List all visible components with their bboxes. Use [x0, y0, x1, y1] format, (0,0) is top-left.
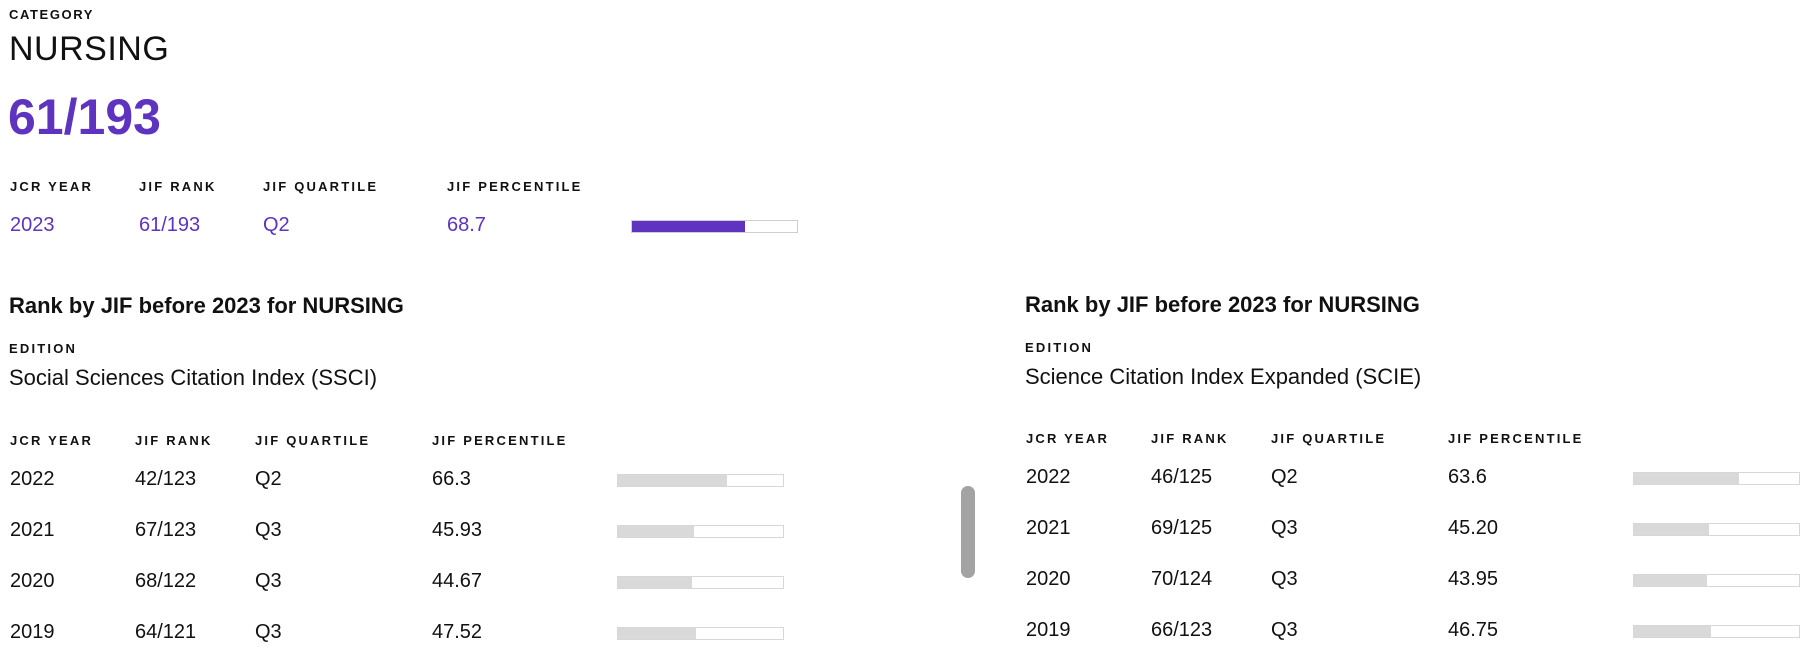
- scie-header-jcr-year: JCR YEAR: [1026, 431, 1110, 446]
- row-year: 2021: [10, 519, 55, 541]
- row-year: 2020: [10, 570, 55, 592]
- percentile-bar-fill: [618, 475, 728, 486]
- row-quartile: Q3: [255, 519, 282, 541]
- row-rank: 64/121: [135, 621, 197, 643]
- ssci-edition-name: Social Sciences Citation Index (SSCI): [9, 365, 378, 390]
- row-year: 2019: [1026, 619, 1071, 641]
- percentile-bar-fill: [1634, 575, 1707, 586]
- percentile-bar: [617, 525, 784, 538]
- row-year: 2021: [1026, 517, 1071, 539]
- row-year: 2020: [1026, 568, 1071, 590]
- row-percentile: 66.3: [432, 468, 471, 490]
- scie-header-jif-rank: JIF RANK: [1151, 431, 1229, 446]
- category-name: NURSING: [9, 30, 170, 68]
- scrollbar-thumb[interactable]: [961, 486, 975, 578]
- scie-header-jif-percentile: JIF PERCENTILE: [1448, 431, 1584, 446]
- row-quartile: Q2: [1271, 466, 1298, 488]
- header-jif-quartile: JIF QUARTILE: [263, 179, 379, 194]
- row-rank: 69/125: [1151, 517, 1213, 539]
- current-quartile: Q2: [263, 214, 290, 236]
- row-percentile: 63.6: [1448, 466, 1487, 488]
- row-rank: 70/124: [1151, 568, 1213, 590]
- percentile-bar-fill: [618, 526, 694, 537]
- ssci-header-jif-quartile: JIF QUARTILE: [255, 433, 371, 448]
- percentile-bar: [617, 474, 784, 487]
- header-jcr-year: JCR YEAR: [10, 179, 94, 194]
- percentile-bar-fill: [618, 628, 697, 639]
- ssci-header-jcr-year: JCR YEAR: [10, 433, 94, 448]
- ssci-header-jif-percentile: JIF PERCENTILE: [432, 433, 568, 448]
- row-percentile: 45.20: [1448, 517, 1499, 539]
- row-year: 2022: [1026, 466, 1071, 488]
- row-quartile: Q3: [255, 570, 282, 592]
- ssci-section-title: Rank by JIF before 2023 for NURSING: [9, 293, 404, 318]
- row-rank: 68/122: [135, 570, 197, 592]
- ssci-edition-label: EDITION: [9, 341, 78, 356]
- percentile-bar-fill: [1634, 524, 1709, 535]
- row-quartile: Q3: [1271, 568, 1298, 590]
- percentile-bar: [617, 627, 784, 640]
- row-rank: 67/123: [135, 519, 197, 541]
- row-percentile: 46.75: [1448, 619, 1499, 641]
- percentile-bar-fill: [618, 577, 692, 588]
- percentile-bar-fill: [1634, 473, 1739, 484]
- row-quartile: Q3: [255, 621, 282, 643]
- row-rank: 46/125: [1151, 466, 1213, 488]
- percentile-bar: [1633, 472, 1800, 485]
- row-rank: 66/123: [1151, 619, 1213, 641]
- scie-header-jif-quartile: JIF QUARTILE: [1271, 431, 1387, 446]
- row-percentile: 44.67: [432, 570, 483, 592]
- ssci-header-jif-rank: JIF RANK: [135, 433, 213, 448]
- header-jif-percentile: JIF PERCENTILE: [447, 179, 583, 194]
- percentile-bar: [1633, 523, 1800, 536]
- scie-edition-label: EDITION: [1025, 340, 1094, 355]
- current-rank: 61/193: [139, 214, 201, 236]
- scie-edition-name: Science Citation Index Expanded (SCIE): [1025, 364, 1422, 389]
- percentile-bar-fill: [1634, 626, 1712, 637]
- row-percentile: 45.93: [432, 519, 483, 541]
- scie-section-title: Rank by JIF before 2023 for NURSING: [1025, 292, 1420, 317]
- current-year: 2023: [10, 214, 55, 236]
- percentile-bar: [1633, 625, 1800, 638]
- percentile-bar: [617, 576, 784, 589]
- row-percentile: 47.52: [432, 621, 483, 643]
- current-percentile: 68.7: [447, 214, 486, 236]
- percentile-bar-fill: [632, 221, 746, 232]
- row-quartile: Q3: [1271, 517, 1298, 539]
- current-percentile-bar: [631, 220, 798, 233]
- category-label: CATEGORY: [9, 7, 95, 22]
- row-quartile: Q3: [1271, 619, 1298, 641]
- row-quartile: Q2: [255, 468, 282, 490]
- row-rank: 42/123: [135, 468, 197, 490]
- row-year: 2022: [10, 468, 55, 490]
- row-percentile: 43.95: [1448, 568, 1499, 590]
- category-rank: 61/193: [8, 89, 161, 145]
- row-year: 2019: [10, 621, 55, 643]
- percentile-bar: [1633, 574, 1800, 587]
- header-jif-rank: JIF RANK: [139, 179, 217, 194]
